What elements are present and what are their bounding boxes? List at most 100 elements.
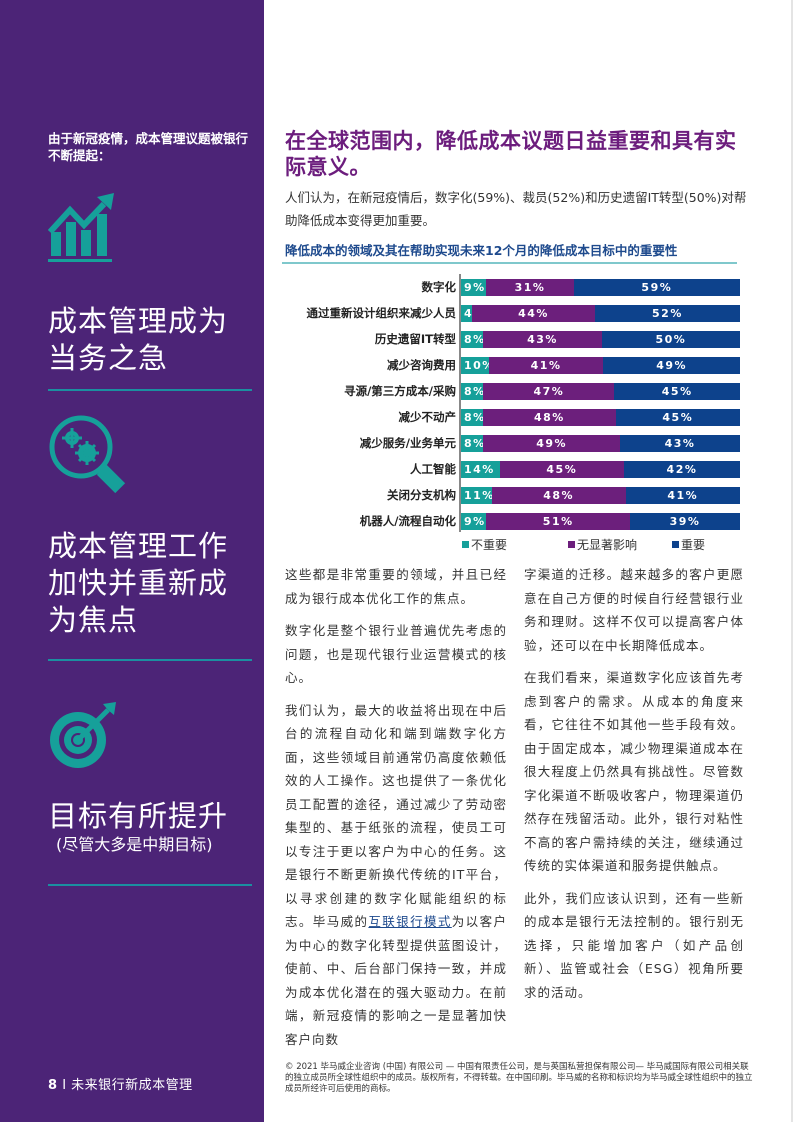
chart-row: 通过重新设计组织来减少人员 4%44%52% bbox=[282, 303, 752, 323]
connected-bank-link[interactable]: 互联银行模式 bbox=[368, 914, 452, 929]
bar-segment: 49% bbox=[603, 357, 740, 374]
bar-segment: 9% bbox=[461, 513, 487, 530]
chart-row: 减少不动产 8% 48% 45% bbox=[282, 407, 752, 427]
bar-segment: 4% bbox=[461, 305, 484, 322]
paragraph-text: 我们认为，最大的收益将出现在中后台的流程自动化和端到端数字化方面，这些领域目前通… bbox=[285, 702, 507, 930]
chart-title-divider bbox=[282, 262, 737, 264]
chart-row: 人工智能 14% 45% 42% bbox=[282, 459, 752, 479]
target-arrow-icon bbox=[48, 700, 120, 776]
paragraph: 数字化是整个银行业普遍优先考虑的问题，也是现代银行业运营模式的核心。 bbox=[285, 623, 507, 685]
sidebar: 由于新冠疫情，成本管理议题被银行不断提起： 成本管理成为当务之急 bbox=[0, 0, 264, 1122]
paragraph-text: 为以客户为中心的数字化转型提供蓝图设计，使前、中、后台部门保持一致，并成为成本优… bbox=[285, 914, 507, 1047]
lead-paragraph: 人们认为，在新冠疫情后，数字化(59%)、裁员(52%)和历史遗留IT转型(50… bbox=[285, 190, 747, 228]
body-column-right: 字渠道的迁移。越来越多的客户更愿意在自己方便的时候自行经营银行业务和理财。这样不… bbox=[524, 563, 744, 1013]
bar-segment: 51% bbox=[486, 513, 631, 530]
bar-segment: 41% bbox=[625, 487, 740, 504]
bar-segment: 39% bbox=[630, 513, 740, 530]
chart-row: 寻源/第三方成本/采购 8% 47% 45% bbox=[282, 381, 752, 401]
legend-label: 重要 bbox=[681, 538, 706, 552]
footer-separator: I bbox=[62, 1078, 67, 1093]
bar-segment: 42% bbox=[623, 461, 740, 478]
sidebar-heading-1: 成本管理成为当务之急 bbox=[48, 304, 229, 375]
stacked-bar: 8% 49% 43% bbox=[461, 435, 740, 452]
copyright-notice: © 2021 毕马威企业咨询 (中国) 有限公司 — 中国有限责任公司，是与英国… bbox=[285, 1062, 753, 1094]
chart-row-label: 数字化 bbox=[421, 280, 457, 294]
sidebar-divider bbox=[48, 659, 252, 661]
stacked-bar: 8% 47% 45% bbox=[461, 383, 740, 400]
magnifier-gears-icon bbox=[48, 414, 134, 502]
bar-segment: 41% bbox=[488, 357, 604, 374]
bar-segment: 8% bbox=[461, 409, 484, 426]
legend-swatch bbox=[672, 541, 679, 548]
sidebar-intro: 由于新冠疫情，成本管理议题被银行不断提起： bbox=[48, 131, 249, 163]
chart-row: 数字化 9% 31% 59% bbox=[282, 277, 752, 297]
bar-segment: 47% bbox=[483, 383, 615, 400]
chart-row: 历史遗留IT转型 8% 43% 50% bbox=[282, 329, 752, 349]
sidebar-heading-3: 目标有所提升 bbox=[48, 799, 229, 833]
chart-row-label: 减少咨询费用 bbox=[387, 358, 456, 372]
bar-segment: 14% bbox=[461, 461, 500, 478]
paragraph: 这些都是非常重要的领域，并且已经成为银行成本优化工作的焦点。 bbox=[285, 567, 507, 606]
paragraph: 字渠道的迁移。越来越多的客户更愿意在自己方便的时候自行经营银行业务和理财。这样不… bbox=[524, 567, 744, 653]
paragraph: 我们认为，最大的收益将出现在中后台的流程自动化和端到端数字化方面，这些领域目前通… bbox=[285, 699, 507, 1052]
chart-row-label: 通过重新设计组织来减少人员 bbox=[306, 306, 457, 320]
bar-segment: 44% bbox=[472, 305, 595, 322]
bar-segment: 9% bbox=[461, 279, 487, 296]
chart-legend: 不重要 无显著影响 重要 bbox=[462, 536, 752, 554]
growth-chart-icon bbox=[47, 192, 118, 268]
bar-segment: 8% bbox=[461, 435, 484, 452]
chart-title: 降低成本的领域及其在帮助实现未来12个月的降低成本目标中的重要性 bbox=[285, 243, 678, 258]
bar-segment: 59% bbox=[573, 279, 740, 296]
bar-segment: 8% bbox=[461, 383, 484, 400]
sidebar-divider bbox=[48, 884, 252, 886]
stacked-bar-chart: 数字化9%31%59%通过重新设计组织来减少人员4%44%52%历史遗留IT转型… bbox=[282, 270, 752, 560]
chart-row: 减少服务/业务单元 8% 49% 43% bbox=[282, 433, 752, 453]
page-edge bbox=[791, 0, 793, 1122]
bar-segment: 48% bbox=[483, 409, 616, 426]
legend-label: 无显著影响 bbox=[577, 538, 638, 552]
legend-item-no-significant-impact: 无显著影响 bbox=[568, 536, 637, 553]
bar-segment: 49% bbox=[483, 435, 621, 452]
footer-title: 未来银行新成本管理 bbox=[71, 1078, 193, 1093]
sidebar-divider bbox=[48, 389, 252, 391]
sidebar-subheading-3: (尽管大多是中期目标) bbox=[56, 835, 213, 854]
bar-segment: 43% bbox=[483, 331, 602, 348]
bar-segment: 50% bbox=[601, 331, 740, 348]
chart-row-label: 机器人/流程自动化 bbox=[359, 514, 456, 528]
bar-segment: 43% bbox=[620, 435, 740, 452]
legend-label: 不重要 bbox=[471, 538, 508, 552]
stacked-bar: 4%44%52% bbox=[461, 305, 740, 322]
stacked-bar: 10% 41% 49% bbox=[461, 357, 740, 374]
paragraph: 在我们看来，渠道数字化应该首先考虑到客户的需求。从成本的角度来看，它往往不如其他… bbox=[524, 670, 744, 873]
page-number: 8 bbox=[48, 1078, 58, 1093]
body-column-left: 这些都是非常重要的领域，并且已经成为银行成本优化工作的焦点。 数字化是整个银行业… bbox=[285, 563, 507, 1060]
legend-swatch bbox=[568, 541, 575, 548]
bar-segment: 52% bbox=[594, 305, 740, 322]
stacked-bar: 9% 31% 59% bbox=[461, 279, 740, 296]
chart-row-label: 减少服务/业务单元 bbox=[359, 436, 456, 450]
legend-item-important: 重要 bbox=[672, 536, 705, 553]
bar-segment: 45% bbox=[499, 461, 624, 478]
bar-segment: 48% bbox=[491, 487, 626, 504]
bar-segment: 45% bbox=[614, 383, 740, 400]
legend-item-not-important: 不重要 bbox=[462, 536, 507, 553]
chart-row-label: 寻源/第三方成本/采购 bbox=[344, 384, 456, 398]
chart-row: 减少咨询费用 10% 41% 49% bbox=[282, 355, 752, 375]
bar-segment: 11% bbox=[461, 487, 493, 504]
stacked-bar: 9% 51% 39% bbox=[461, 513, 740, 530]
chart-row-label: 减少不动产 bbox=[398, 410, 457, 424]
bar-segment: 31% bbox=[486, 279, 574, 296]
chart-row-label: 关闭分支机构 bbox=[387, 488, 456, 502]
chart-row-label: 人工智能 bbox=[410, 462, 456, 476]
page-title: 在全球范围内，降低成本议题日益重要和具有实际意义。 bbox=[285, 129, 737, 179]
chart-axis bbox=[459, 274, 461, 532]
bar-segment: 10% bbox=[461, 357, 493, 374]
stacked-bar: 8% 48% 45% bbox=[461, 409, 740, 426]
chart-row: 关闭分支机构 11% 48% 41% bbox=[282, 485, 752, 505]
legend-swatch bbox=[462, 541, 469, 548]
chart-row-label: 历史遗留IT转型 bbox=[374, 332, 456, 346]
bar-segment: 8% bbox=[461, 331, 484, 348]
stacked-bar: 8% 43% 50% bbox=[461, 331, 740, 348]
bar-segment: 45% bbox=[615, 409, 740, 426]
stacked-bar: 14% 45% 42% bbox=[461, 461, 740, 478]
